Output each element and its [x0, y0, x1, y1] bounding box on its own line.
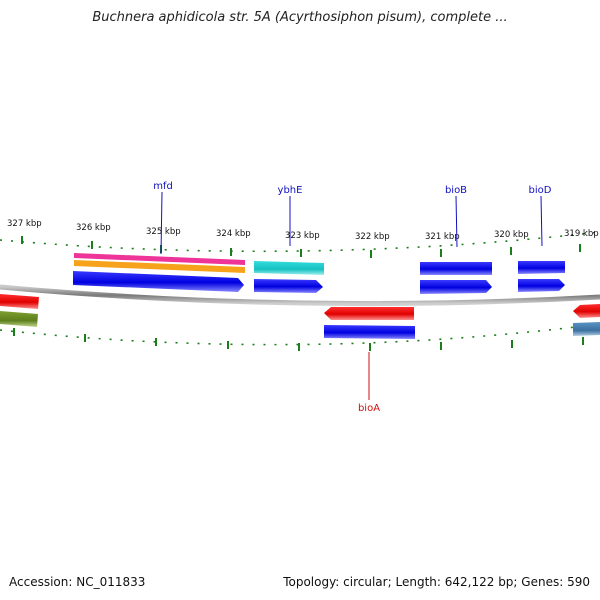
map-title: Buchnera aphidicola str. 5A (Acyrthosiph…: [92, 10, 508, 25]
genes-value: 590: [567, 575, 590, 589]
gene-feature-orange[interactable]: [74, 260, 245, 273]
cds-arrow-right-red[interactable]: [573, 304, 600, 318]
genome-summary: Topology: circular; Length: 642,122 bp; …: [283, 575, 590, 589]
genes-label: Genes:: [521, 575, 564, 589]
cds-arrow-bioA-red[interactable]: [324, 307, 414, 320]
tick-label: 322 kbp: [355, 232, 390, 242]
gene-label-bioB[interactable]: bioB: [445, 185, 467, 196]
accession-info: Accession: NC_011833: [9, 575, 145, 589]
cds-arrow-ybhE[interactable]: [254, 279, 323, 293]
tick-label: 319 kbp: [564, 229, 599, 239]
tick-label: 323 kbp: [285, 231, 320, 241]
cds-arrow-bioB[interactable]: [420, 280, 492, 294]
topology-label: Topology:: [283, 575, 340, 589]
leader-line-bioB: [455, 195, 458, 248]
topology-value: circular: [343, 575, 388, 589]
tick-label: 327 kbp: [7, 219, 42, 229]
cds-arrow-left-red[interactable]: [0, 294, 39, 309]
tick-label: 321 kbp: [425, 232, 460, 242]
inner-major-ticks: [13, 328, 584, 351]
cds-arrow-mfd[interactable]: [73, 271, 244, 292]
tick-label: 324 kbp: [216, 229, 251, 239]
genome-backbone: [0, 284, 600, 307]
gene-label-mfd[interactable]: mfd: [153, 181, 173, 192]
gene-feature-cyan[interactable]: [254, 261, 324, 275]
gene-feature-magenta[interactable]: [74, 253, 245, 265]
gene-label-bioA[interactable]: bioA: [358, 403, 380, 414]
cds-arrow-bioD[interactable]: [518, 279, 565, 292]
tick-label: 320 kbp: [494, 230, 529, 240]
accession-value: NC_011833: [76, 575, 146, 589]
length-value: 642,122 bp: [444, 575, 514, 589]
gene-feature-bioA[interactable]: [324, 325, 415, 339]
leader-line-bioD: [540, 195, 543, 247]
accession-label: Accession:: [9, 575, 73, 589]
leader-line-mfd: [160, 191, 163, 255]
length-label: Length:: [395, 575, 441, 589]
inner-ruler: [0, 323, 600, 346]
gene-feature-right-steel[interactable]: [573, 322, 600, 336]
gene-label-bioD[interactable]: bioD: [529, 185, 552, 196]
tick-label: 325 kbp: [146, 227, 181, 237]
gene-feature-bioB[interactable]: [420, 262, 492, 275]
gene-feature-left-olive[interactable]: [0, 311, 38, 327]
gene-label-ybhE[interactable]: ybhE: [278, 185, 303, 196]
tick-label: 326 kbp: [76, 223, 111, 233]
gene-feature-bioD[interactable]: [518, 261, 565, 274]
